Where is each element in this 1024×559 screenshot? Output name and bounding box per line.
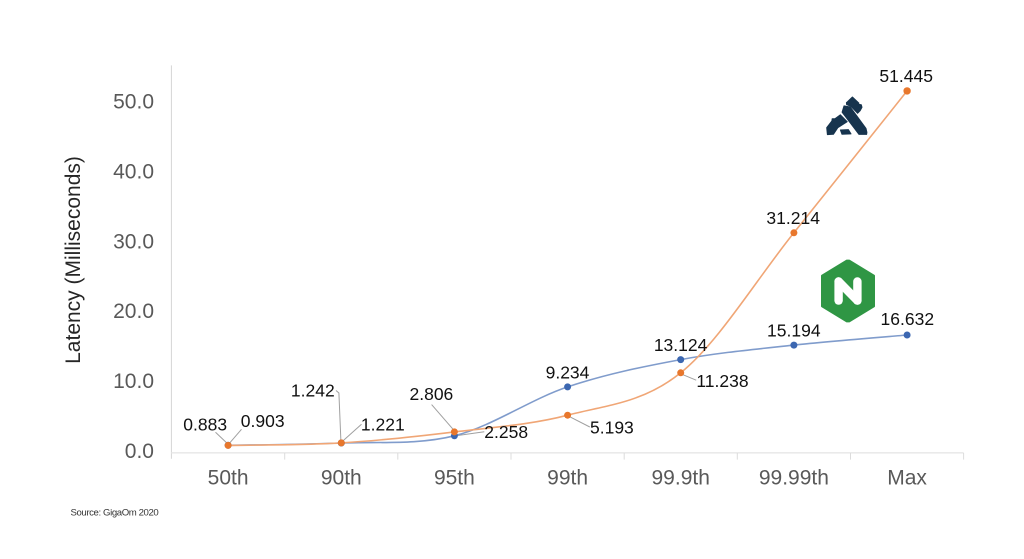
svg-text:13.124: 13.124 (654, 335, 708, 355)
svg-text:30.0: 30.0 (113, 230, 154, 253)
svg-text:40.0: 40.0 (113, 160, 154, 183)
svg-text:0.903: 0.903 (241, 411, 285, 431)
svg-text:95th: 95th (434, 467, 475, 490)
svg-text:99.9th: 99.9th (652, 467, 710, 490)
svg-text:1.221: 1.221 (361, 414, 405, 434)
svg-text:9.234: 9.234 (546, 363, 590, 383)
svg-text:0.883: 0.883 (183, 415, 227, 435)
svg-text:2.806: 2.806 (410, 384, 454, 404)
svg-text:5.193: 5.193 (590, 418, 634, 438)
svg-text:20.0: 20.0 (113, 300, 154, 323)
svg-text:Source: GigaOm 2020: Source: GigaOm 2020 (71, 508, 159, 519)
svg-text:11.238: 11.238 (696, 371, 748, 391)
svg-text:99th: 99th (547, 467, 588, 490)
svg-text:99.99th: 99.99th (759, 467, 829, 490)
svg-text:31.214: 31.214 (766, 208, 820, 228)
svg-text:50.0: 50.0 (113, 91, 154, 114)
svg-text:2.258: 2.258 (484, 422, 528, 442)
svg-text:50th: 50th (208, 467, 249, 490)
svg-text:16.632: 16.632 (881, 309, 935, 329)
svg-text:1.242: 1.242 (291, 381, 335, 401)
svg-text:15.194: 15.194 (767, 321, 821, 341)
svg-text:90th: 90th (321, 467, 362, 490)
svg-text:51.445: 51.445 (879, 66, 933, 86)
svg-text:Max: Max (887, 467, 927, 490)
svg-text:Latency (Milliseconds): Latency (Milliseconds) (62, 156, 85, 364)
svg-text:10.0: 10.0 (113, 370, 154, 393)
svg-text:0.0: 0.0 (125, 440, 154, 463)
